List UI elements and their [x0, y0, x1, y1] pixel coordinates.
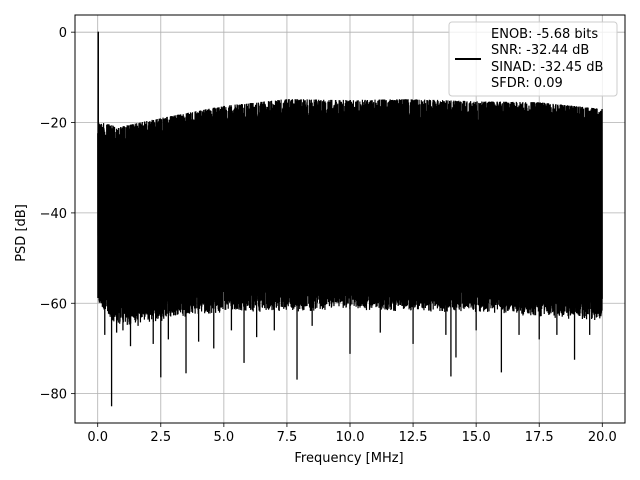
legend-entry-line-3: SINAD: -32.45 dB — [491, 60, 603, 75]
y-tick-label: 0 — [59, 26, 67, 41]
y-tick-label: −80 — [40, 388, 67, 403]
y-tick-label: −60 — [40, 297, 67, 312]
x-tick-label: 12.5 — [399, 430, 428, 445]
x-tick-label: 17.5 — [525, 430, 554, 445]
legend-entry-line-4: SFDR: 0.09 — [491, 76, 563, 91]
legend-entry-line-1: ENOB: -5.68 bits — [491, 27, 598, 42]
psd-line-series — [97, 31, 603, 407]
x-tick-label: 5.0 — [214, 430, 235, 445]
x-tick-label: 15.0 — [462, 430, 491, 445]
legend-box — [448, 21, 618, 97]
x-tick-label: 10.0 — [336, 430, 365, 445]
legend: ENOB: -5.68 bits SNR: -32.44 dB SINAD: -… — [448, 21, 618, 97]
x-axis-ticks: 0.0 2.5 5.0 7.5 10.0 12.5 15.0 17.5 20.0 — [87, 423, 617, 445]
y-axis-label: PSD [dB] — [14, 204, 29, 262]
x-tick-label: 20.0 — [588, 430, 617, 445]
y-tick-label: −40 — [40, 207, 67, 222]
legend-entry-line-2: SNR: -32.44 dB — [491, 43, 589, 58]
x-tick-label: 0.0 — [87, 430, 108, 445]
x-tick-label: 7.5 — [277, 430, 298, 445]
psd-trace — [97, 31, 603, 325]
x-tick-label: 2.5 — [150, 430, 171, 445]
y-tick-label: −20 — [40, 117, 67, 132]
y-axis-ticks: 0 −20 −40 −60 −80 — [40, 26, 75, 403]
x-axis-label: Frequency [MHz] — [294, 451, 403, 466]
